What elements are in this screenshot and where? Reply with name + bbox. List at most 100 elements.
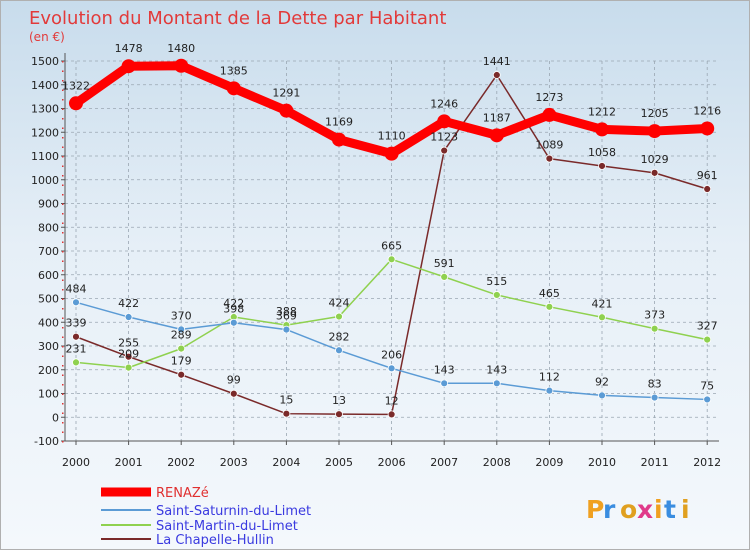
x-tick-label: 2010 — [588, 456, 616, 469]
data-point-saint-martin-du-limet — [650, 324, 659, 333]
data-label: 422 — [223, 297, 244, 310]
data-point-la-chapelle-hullin — [282, 409, 291, 418]
data-label: 422 — [118, 297, 139, 310]
x-tick-label: 2004 — [272, 456, 300, 469]
data-point-renaz — [437, 114, 452, 129]
chart-subtitle: (en €) — [29, 30, 65, 44]
axis-dot — [62, 336, 64, 338]
y-tick-label: -100 — [34, 435, 59, 448]
data-point-la-chapelle-hullin — [387, 410, 396, 419]
data-label: 206 — [381, 348, 402, 361]
data-label: 1478 — [115, 42, 143, 55]
data-point-la-chapelle-hullin — [492, 71, 501, 79]
data-label: 83 — [648, 378, 662, 391]
data-point-renaz — [69, 96, 83, 111]
data-label: 961 — [697, 169, 718, 182]
y-tick-label: 800 — [38, 221, 59, 234]
x-tick-label: 2008 — [483, 456, 511, 469]
logo-letter: i — [681, 495, 690, 524]
data-point-saint-saturnin-du-limet — [387, 364, 396, 373]
data-label: 665 — [381, 239, 402, 252]
axis-dot — [62, 393, 64, 395]
data-point-renaz — [174, 58, 189, 73]
data-label: 289 — [171, 329, 192, 342]
axis-dot — [62, 213, 64, 215]
axis-dot — [62, 374, 64, 376]
data-label: 591 — [434, 257, 455, 270]
data-point-renaz — [542, 107, 557, 122]
data-label: 398 — [223, 303, 244, 316]
data-point-saint-saturnin-du-limet — [335, 346, 343, 355]
data-labels: 1322 1478 1480 1385 1291 1169 1110 1246 1187 1273… — [62, 42, 721, 408]
data-point-saint-martin-du-limet — [387, 255, 396, 264]
axis-dot — [62, 403, 64, 405]
data-point-la-chapelle-hullin — [177, 370, 186, 379]
axis-dot — [62, 232, 64, 234]
axis-dot — [62, 127, 64, 129]
data-point-saint-martin-du-limet — [598, 313, 606, 322]
legend-label: Saint-Martin-du-Limet — [156, 519, 298, 534]
data-point-saint-saturnin-du-limet — [440, 379, 449, 388]
data-point-la-chapelle-hullin — [703, 185, 712, 193]
y-tick-label: 900 — [38, 198, 59, 211]
legend: RENAZé Saint-Saturnin-du-LimetSaint-Marti… — [101, 486, 311, 548]
data-label: 1169 — [325, 116, 353, 129]
logo-letter: i — [654, 495, 663, 524]
axis-dot — [62, 118, 64, 120]
axis-dot — [62, 260, 64, 262]
data-label: 421 — [592, 297, 613, 310]
logo-letter: o — [620, 495, 637, 524]
x-tick-label: 2002 — [167, 456, 195, 469]
data-label: 143 — [434, 363, 455, 376]
data-point-saint-martin-du-limet — [177, 344, 186, 353]
x-tick-label: 2005 — [325, 456, 353, 469]
axis-dot — [62, 203, 64, 205]
axis-dot — [62, 175, 64, 177]
x-tick-label: 2012 — [693, 456, 721, 469]
data-label: 1212 — [588, 105, 616, 118]
data-point-la-chapelle-hullin — [650, 168, 659, 177]
data-point-saint-martin-du-limet — [124, 363, 133, 372]
axis-dot — [62, 441, 64, 443]
data-point-renaz — [121, 59, 136, 74]
data-label: 99 — [227, 374, 241, 387]
axis-dot — [62, 289, 64, 291]
data-point-saint-saturnin-du-limet — [177, 325, 186, 334]
y-tick-label: 300 — [38, 340, 59, 353]
data-point-renaz — [489, 128, 504, 143]
data-point-renaz — [647, 124, 662, 139]
data-point-la-chapelle-hullin — [598, 162, 606, 170]
axis-dot — [62, 251, 64, 253]
data-label: 92 — [595, 375, 609, 388]
data-label: 1029 — [641, 153, 669, 166]
axis-dot — [62, 70, 64, 72]
y-tick-label: 100 — [38, 388, 59, 401]
x-tick-label: 2011 — [641, 456, 669, 469]
axis-dot — [62, 165, 64, 167]
axis-dot — [62, 146, 64, 148]
data-point-saint-saturnin-du-limet — [492, 379, 501, 388]
axis-dot — [62, 298, 64, 300]
data-point-renaz — [332, 132, 346, 147]
x-tick-label: 2007 — [430, 456, 458, 469]
data-label: 12 — [385, 394, 399, 407]
y-tick-label: 1100 — [31, 150, 59, 163]
data-label: 369 — [276, 310, 297, 323]
axis-dot — [62, 108, 64, 110]
data-point-la-chapelle-hullin — [72, 332, 80, 341]
data-label: 75 — [700, 379, 714, 392]
data-label: 231 — [66, 342, 87, 355]
data-point-saint-saturnin-du-limet — [124, 313, 133, 321]
axis-dot — [62, 422, 64, 424]
axis-dot — [62, 365, 64, 367]
axis-dot — [62, 346, 64, 348]
x-tick-label: 2006 — [378, 456, 406, 469]
data-label: 339 — [66, 317, 87, 330]
logo-letter: r — [603, 495, 616, 524]
data-label: 282 — [329, 330, 350, 343]
axis-dot — [62, 156, 64, 158]
axis-dot — [62, 308, 64, 310]
data-point-saint-saturnin-du-limet — [598, 391, 606, 400]
data-label: 1205 — [641, 107, 669, 120]
axes: -100 0 100 200 300 400 500 600 700 800 900 1000 1100… — [31, 53, 721, 469]
